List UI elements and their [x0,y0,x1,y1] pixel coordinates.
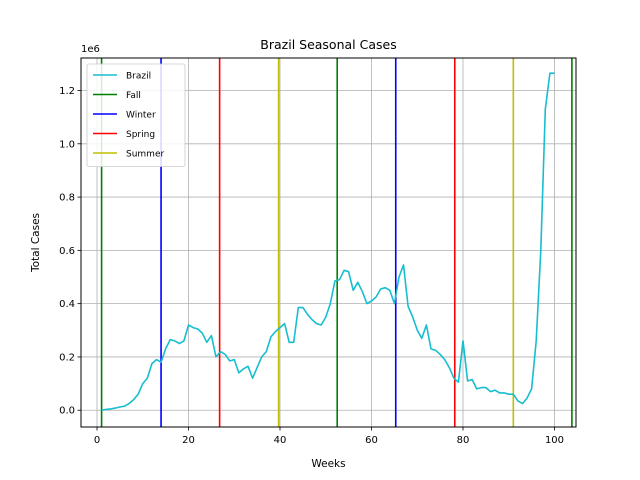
y-tick-label: 0.6 [59,246,75,257]
y-tick-label: 0.4 [59,299,75,310]
x-tick-label: 60 [365,435,378,446]
y-tick-label: 1.2 [59,86,75,97]
legend: Brazil Fall Winter Spring Summer [86,63,186,167]
y-tick-label: 0.8 [59,193,75,204]
y-offset-label: 1e6 [81,44,100,55]
plot-frame [80,57,577,428]
x-tick-label: 40 [274,435,287,446]
y-tick-label: 0.0 [59,406,75,417]
series-layer [101,72,555,411]
legend-label-spring: Spring [126,130,155,140]
legend-label-brazil: Brazil [126,72,151,82]
x-tick-label: 100 [545,435,564,446]
chart-title: Brazil Seasonal Cases [260,37,396,52]
legend-label-fall: Fall [126,91,141,101]
series-line-brazil [101,72,555,411]
tick-layer: 0 20 40 60 80 100 0.0 0.2 0.4 0.6 0.8 1.0 1.2 [59,86,564,446]
x-tick-label: 20 [182,435,195,446]
legend-label-winter: Winter [126,111,156,121]
x-tick-label: 80 [457,435,470,446]
y-axis-label: Total Cases [30,213,42,273]
x-tick-label: 0 [94,435,100,446]
x-axis-label: Weeks [311,458,345,470]
legend-label-summer: Summer [126,150,164,160]
y-tick-label: 0.2 [59,352,75,363]
season-lines [100,58,573,427]
y-tick-label: 1.0 [59,139,75,150]
legend-box [86,63,186,167]
